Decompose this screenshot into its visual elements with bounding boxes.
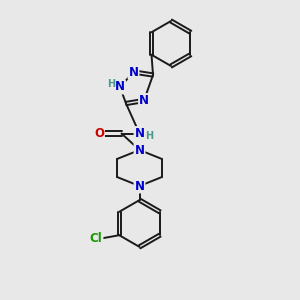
Text: H: H <box>145 131 153 141</box>
Text: N: N <box>134 143 145 157</box>
Text: Cl: Cl <box>90 232 103 245</box>
Text: N: N <box>115 80 125 94</box>
Text: N: N <box>134 127 145 140</box>
Text: H: H <box>107 79 115 89</box>
Text: N: N <box>139 94 149 107</box>
Text: O: O <box>94 127 104 140</box>
Text: N: N <box>128 65 139 79</box>
Text: N: N <box>134 179 145 193</box>
